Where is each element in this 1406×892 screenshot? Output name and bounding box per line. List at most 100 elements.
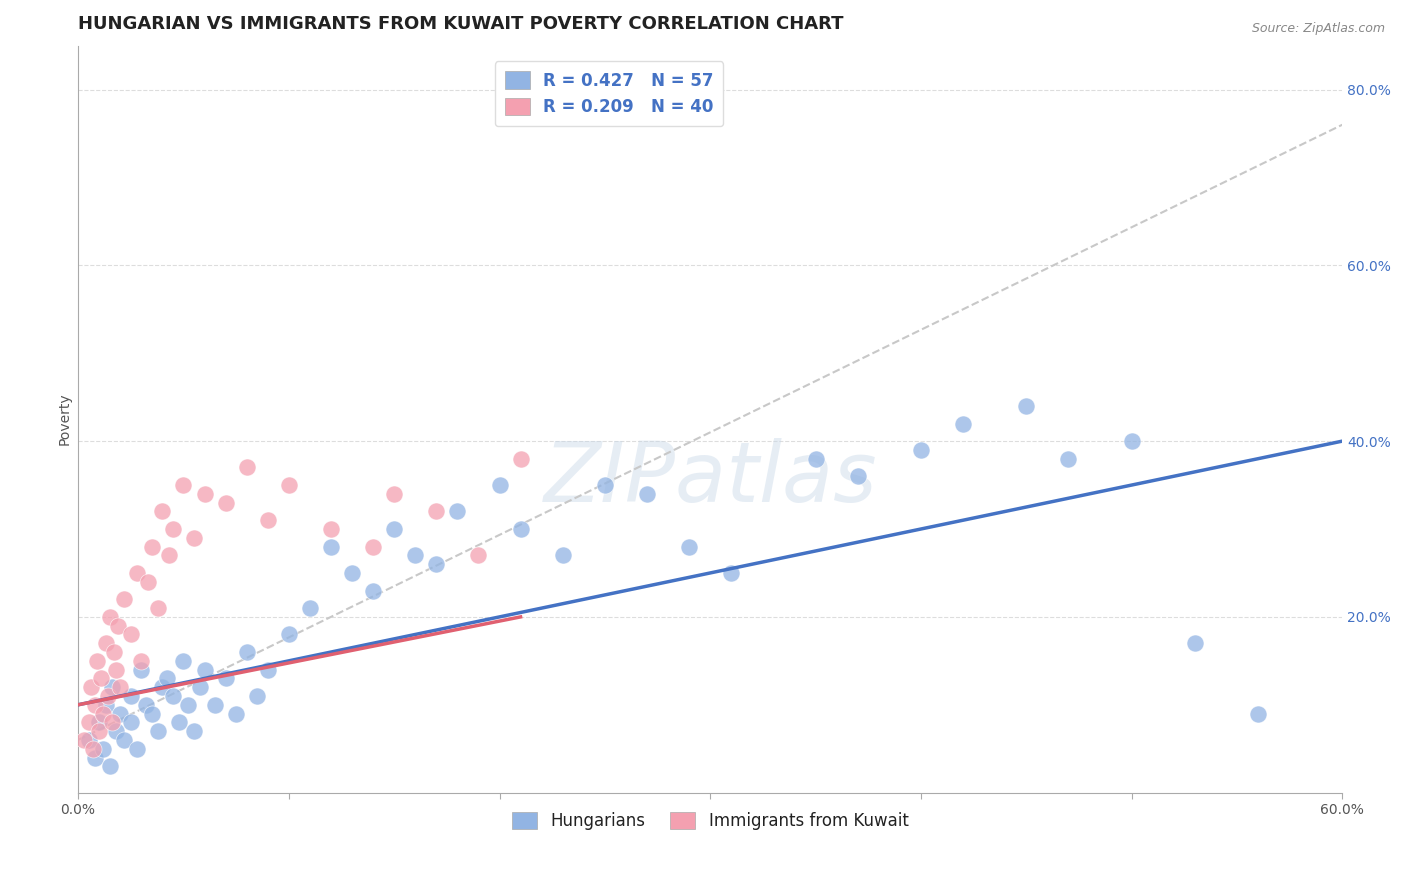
Point	[152, 680, 174, 694]
Point	[551, 549, 574, 563]
Point	[156, 672, 179, 686]
Point	[77, 715, 100, 730]
Point	[256, 513, 278, 527]
Point	[114, 733, 136, 747]
Point	[425, 557, 447, 571]
Point	[340, 566, 363, 580]
Point	[162, 689, 184, 703]
Point	[1015, 399, 1038, 413]
Point	[127, 741, 149, 756]
Point	[80, 680, 103, 694]
Point	[277, 627, 299, 641]
Text: HUNGARIAN VS IMMIGRANTS FROM KUWAIT POVERTY CORRELATION CHART: HUNGARIAN VS IMMIGRANTS FROM KUWAIT POVE…	[79, 15, 844, 33]
Point	[86, 654, 108, 668]
Point	[135, 698, 157, 712]
Point	[93, 741, 115, 756]
Point	[97, 689, 120, 703]
Point	[167, 715, 190, 730]
Point	[176, 698, 198, 712]
Point	[319, 522, 342, 536]
Point	[172, 478, 194, 492]
Point	[214, 496, 236, 510]
Point	[114, 592, 136, 607]
Point	[105, 663, 128, 677]
Point	[593, 478, 616, 492]
Point	[225, 706, 247, 721]
Point	[120, 689, 142, 703]
Point	[89, 715, 111, 730]
Point	[488, 478, 510, 492]
Point	[110, 680, 132, 694]
Point	[256, 663, 278, 677]
Point	[183, 531, 205, 545]
Point	[107, 618, 129, 632]
Point	[193, 487, 215, 501]
Point	[110, 706, 132, 721]
Point	[277, 478, 299, 492]
Point	[94, 636, 117, 650]
Point	[157, 549, 180, 563]
Point	[235, 645, 257, 659]
Point	[101, 715, 124, 730]
Point	[73, 733, 96, 747]
Point	[636, 487, 658, 501]
Point	[98, 759, 121, 773]
Point	[98, 610, 121, 624]
Point	[804, 451, 827, 466]
Point	[120, 627, 142, 641]
Point	[425, 504, 447, 518]
Point	[105, 724, 128, 739]
Point	[1057, 451, 1080, 466]
Point	[204, 698, 226, 712]
Point	[1247, 706, 1270, 721]
Point	[127, 566, 149, 580]
Point	[1121, 434, 1143, 449]
Text: ZIPatlas: ZIPatlas	[543, 439, 877, 519]
Point	[361, 583, 384, 598]
Point	[103, 645, 125, 659]
Point	[141, 540, 163, 554]
Point	[720, 566, 742, 580]
Point	[152, 504, 174, 518]
Point	[952, 417, 974, 431]
Point	[162, 522, 184, 536]
Point	[90, 672, 112, 686]
Point	[382, 522, 405, 536]
Point	[467, 549, 489, 563]
Point	[77, 733, 100, 747]
Point	[141, 706, 163, 721]
Point	[193, 663, 215, 677]
Point	[131, 663, 153, 677]
Point	[404, 549, 426, 563]
Point	[84, 750, 107, 764]
Point	[89, 724, 111, 739]
Point	[136, 574, 159, 589]
Point	[509, 522, 531, 536]
Point	[93, 706, 115, 721]
Point	[131, 654, 153, 668]
Point	[82, 741, 104, 756]
Point	[382, 487, 405, 501]
Point	[246, 689, 269, 703]
Point	[188, 680, 211, 694]
Point	[298, 601, 321, 615]
Point	[361, 540, 384, 554]
Point	[214, 672, 236, 686]
Point	[148, 601, 170, 615]
Point	[446, 504, 468, 518]
Point	[94, 698, 117, 712]
Point	[120, 715, 142, 730]
Point	[235, 460, 257, 475]
Point	[509, 451, 531, 466]
Point	[1184, 636, 1206, 650]
Point	[148, 724, 170, 739]
Point	[846, 469, 869, 483]
Point	[172, 654, 194, 668]
Point	[183, 724, 205, 739]
Point	[84, 698, 107, 712]
Text: Source: ZipAtlas.com: Source: ZipAtlas.com	[1251, 22, 1385, 36]
Point	[910, 442, 932, 457]
Point	[319, 540, 342, 554]
Point	[101, 680, 124, 694]
Legend: Hungarians, Immigrants from Kuwait: Hungarians, Immigrants from Kuwait	[505, 805, 915, 837]
